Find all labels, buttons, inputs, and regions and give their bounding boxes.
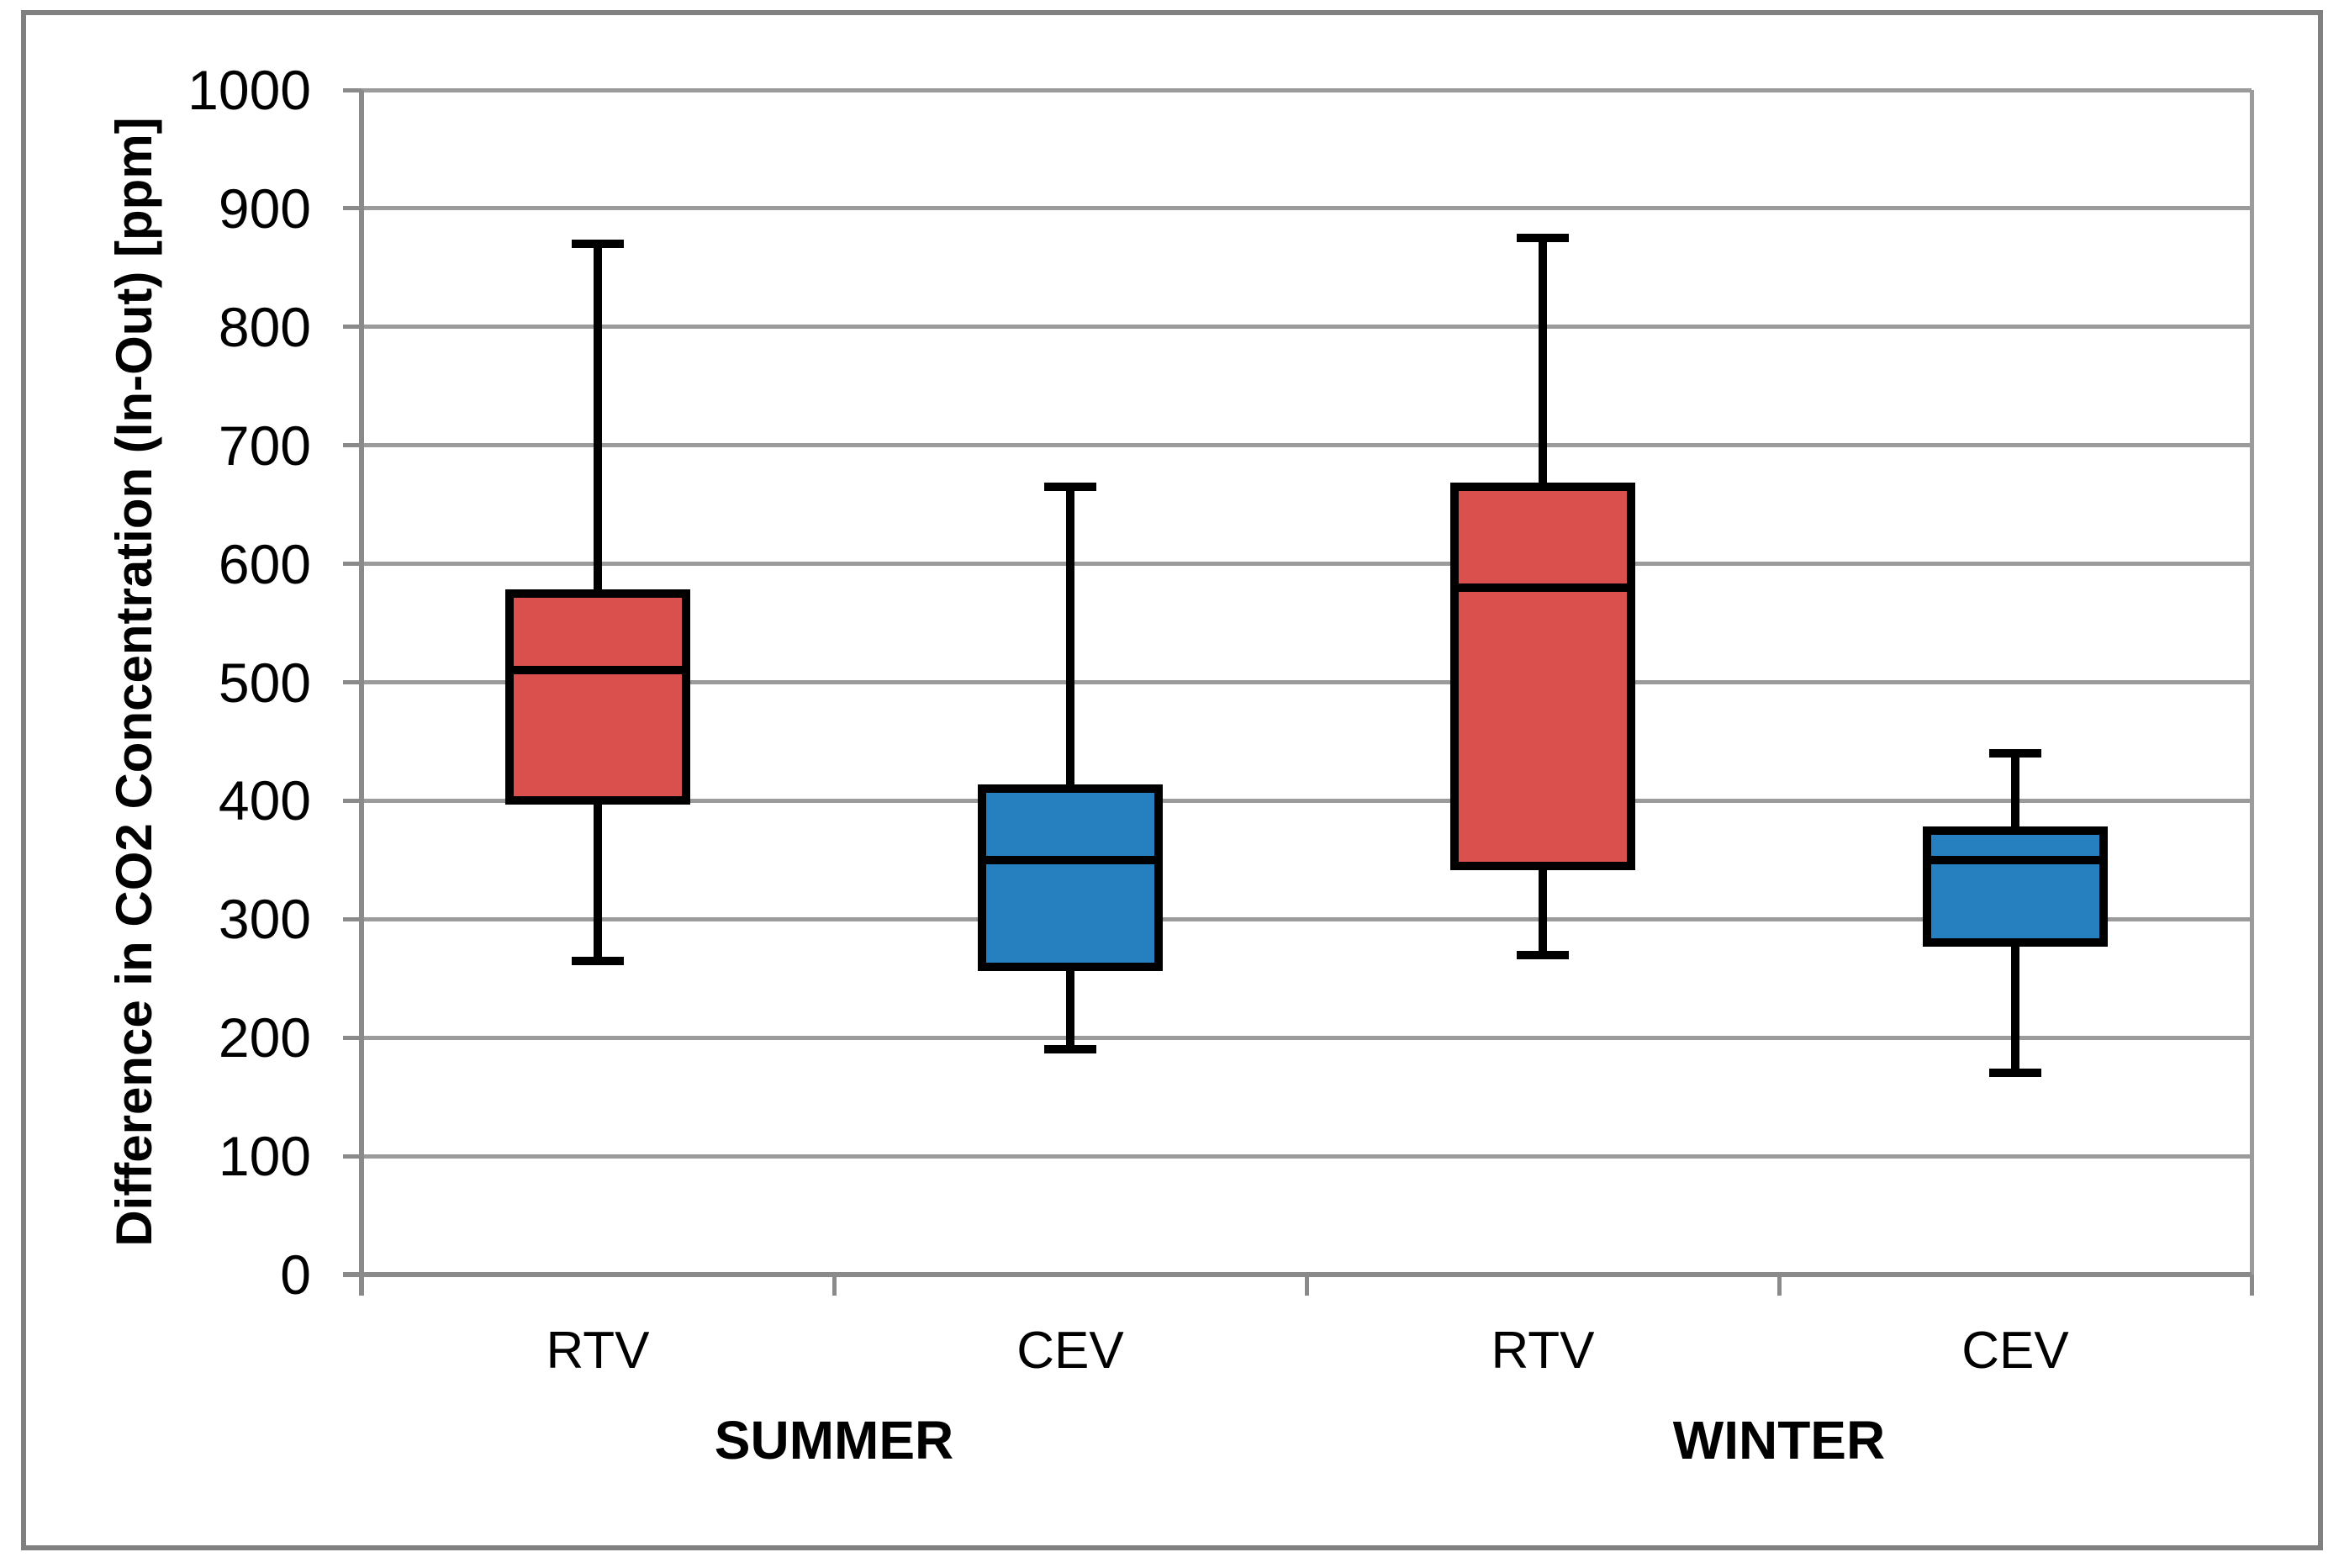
median-line — [1927, 855, 2104, 864]
upper-whisker-stem — [2011, 753, 2019, 831]
median-line — [1454, 583, 1631, 592]
x-axis-tick — [831, 1275, 837, 1296]
gridline — [362, 1035, 2252, 1040]
box-rect — [978, 784, 1163, 971]
y-tick-label: 1000 — [187, 59, 311, 121]
lower-whisker-cap — [572, 956, 624, 965]
y-axis-tick — [343, 798, 362, 803]
y-tick-label: 800 — [218, 295, 311, 358]
y-axis-tick — [343, 1154, 362, 1159]
y-tick-label: 500 — [218, 651, 311, 714]
lower-whisker-cap — [1517, 950, 1569, 959]
gridline — [362, 680, 2252, 684]
upper-whisker-cap — [1517, 234, 1569, 243]
x-axis-tick — [1776, 1275, 1782, 1296]
y-axis-tick — [343, 1035, 362, 1040]
y-axis-title: Difference in CO2 Concentration (In-Out)… — [106, 117, 162, 1247]
y-tick-label: 600 — [218, 532, 311, 595]
median-line — [982, 855, 1159, 864]
gridline — [362, 562, 2252, 567]
upper-whisker-cap — [1989, 749, 2041, 758]
y-axis-tick — [343, 443, 362, 448]
x-axis-tick — [359, 1275, 364, 1296]
lower-whisker-cap — [1044, 1045, 1096, 1054]
gridline — [362, 325, 2252, 330]
lower-whisker-cap — [1989, 1069, 2041, 1078]
lower-whisker-stem — [1066, 966, 1074, 1050]
y-axis-line — [359, 90, 364, 1296]
upper-whisker-cap — [572, 240, 624, 249]
chart-border — [21, 10, 2323, 1550]
category-label: RTV — [546, 1322, 650, 1380]
upper-whisker-stem — [594, 244, 602, 594]
plot-right-border — [2249, 90, 2254, 1296]
gridline — [362, 1154, 2252, 1159]
y-tick-label: 100 — [218, 1125, 311, 1188]
box-rect — [1450, 483, 1635, 870]
y-axis-tick — [343, 87, 362, 92]
group-label: WINTER — [1672, 1410, 1886, 1470]
lower-whisker-stem — [594, 800, 602, 961]
lower-whisker-stem — [2011, 942, 2019, 1074]
y-axis-tick — [343, 916, 362, 921]
y-axis-tick — [343, 562, 362, 567]
gridline — [362, 206, 2252, 211]
gridline — [362, 443, 2252, 448]
category-label: CEV — [1016, 1322, 1124, 1380]
y-tick-label: 200 — [218, 1006, 311, 1069]
y-axis-tick — [343, 680, 362, 684]
median-line — [509, 666, 686, 675]
y-tick-label: 300 — [218, 888, 311, 951]
gridline — [362, 916, 2252, 921]
x-axis-line — [343, 1272, 2252, 1277]
y-axis-tick — [343, 325, 362, 330]
y-tick-label: 400 — [218, 769, 311, 832]
upper-whisker-stem — [1539, 238, 1547, 487]
gridline — [362, 87, 2252, 92]
y-tick-label: 900 — [218, 177, 311, 240]
y-axis-tick — [343, 206, 362, 211]
upper-whisker-stem — [1066, 487, 1074, 789]
lower-whisker-stem — [1539, 865, 1547, 955]
gridline — [362, 798, 2252, 803]
y-tick-label: 0 — [280, 1243, 311, 1306]
upper-whisker-cap — [1044, 483, 1096, 491]
category-label: RTV — [1491, 1322, 1595, 1380]
group-label: SUMMER — [714, 1410, 954, 1470]
x-axis-tick — [2249, 1275, 2254, 1296]
box-rect — [505, 589, 690, 805]
box-rect — [1923, 826, 2108, 948]
x-axis-tick — [1304, 1275, 1309, 1296]
y-tick-label: 700 — [218, 414, 311, 477]
category-label: CEV — [1961, 1322, 2069, 1380]
